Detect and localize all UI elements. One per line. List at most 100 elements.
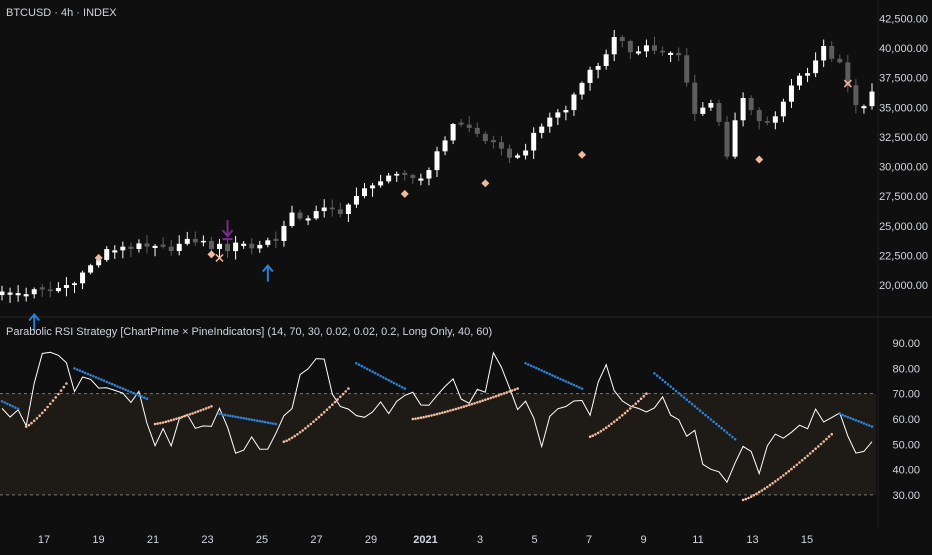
sar-dot: [607, 424, 611, 428]
sar-dot: [242, 416, 245, 420]
candle: [515, 155, 521, 158]
candle: [571, 94, 577, 111]
sar-dot: [204, 407, 208, 410]
candle: [63, 285, 69, 288]
sar-dot: [347, 387, 350, 390]
candle: [184, 238, 190, 244]
sar-dot: [682, 396, 686, 399]
candle: [756, 110, 762, 122]
exit-cross: [843, 79, 852, 88]
sar-dot: [75, 368, 79, 371]
candle: [152, 245, 158, 249]
time-axis-label: 11: [692, 534, 703, 546]
sar-dot: [57, 392, 60, 396]
sar-dot: [226, 414, 229, 417]
sar-dot: [489, 396, 493, 400]
sar-dot: [658, 376, 662, 380]
candle: [225, 243, 231, 252]
sar-dot: [623, 411, 627, 415]
sar-dot: [639, 397, 643, 401]
sar-dot: [355, 362, 358, 365]
sar-dot: [263, 420, 267, 424]
sar-dot: [344, 390, 348, 393]
candle: [643, 45, 649, 52]
sar-dot: [524, 362, 527, 365]
sar-dot: [177, 416, 181, 420]
sar-dot: [108, 381, 111, 385]
sar-dot: [191, 412, 194, 415]
sar-dot: [293, 434, 297, 438]
sar-dot: [387, 378, 391, 382]
sar-dot: [728, 433, 731, 437]
rsi-line: [1, 351, 873, 484]
sar-dot: [245, 417, 248, 421]
sar-dot: [392, 381, 396, 385]
sar-dot: [594, 433, 597, 436]
candle: [724, 121, 730, 157]
candle: [378, 181, 384, 186]
sar-dot: [768, 483, 772, 487]
sar-dot: [674, 389, 678, 393]
sar-dot: [255, 419, 259, 423]
sar-dot: [661, 378, 664, 382]
time-axis-label: 17: [38, 534, 50, 546]
exit-cross: [215, 253, 224, 262]
sar-dot: [188, 413, 192, 416]
sar-dot: [384, 377, 388, 381]
sar-dot: [113, 383, 117, 387]
candle: [869, 91, 875, 107]
sar-dot: [637, 399, 640, 403]
candle: [370, 185, 376, 189]
sar-dot: [363, 366, 366, 369]
candle: [764, 121, 770, 123]
candle: [362, 188, 367, 197]
candle: [563, 110, 569, 113]
candle: [402, 172, 408, 176]
time-axis-label: 29: [365, 534, 377, 546]
candle: [740, 97, 746, 121]
candle: [289, 212, 295, 226]
take-profit-diamond: [755, 155, 764, 164]
sar-dot: [572, 383, 576, 387]
sar-dot: [274, 422, 278, 426]
sar-dot: [717, 424, 721, 428]
candle: [273, 238, 279, 241]
candle: [482, 133, 488, 142]
candle: [660, 50, 666, 53]
sar-dot: [14, 406, 17, 409]
sar-dot: [416, 416, 420, 420]
sar-dot: [763, 487, 766, 491]
sar-dot: [425, 415, 428, 418]
candle: [821, 45, 827, 61]
time-axis-label: 19: [92, 534, 104, 546]
candle: [676, 52, 682, 56]
candle: [80, 272, 86, 284]
sar-dot: [860, 421, 863, 424]
sar-dot: [612, 420, 616, 424]
sar-dot: [629, 407, 632, 410]
sar-dot: [655, 374, 659, 377]
sar-dot: [537, 368, 541, 371]
sar-dot: [843, 414, 847, 418]
sar-dot: [220, 413, 224, 416]
sar-dot: [92, 374, 95, 378]
sar-dot: [792, 465, 796, 469]
sar-dot: [398, 384, 401, 388]
sar-dot: [414, 417, 417, 421]
sar-dot: [81, 370, 84, 374]
sar-dot: [545, 371, 549, 375]
candle: [837, 58, 843, 63]
sar-dot: [868, 424, 871, 427]
candle: [88, 265, 94, 273]
sar-dot: [336, 398, 339, 401]
rsi-axis-label: 30.00: [892, 490, 920, 502]
sar-dot: [325, 408, 329, 412]
sar-dot: [250, 418, 253, 422]
sar-dot: [129, 390, 133, 394]
sar-dot: [548, 372, 552, 376]
sar-dot: [24, 425, 28, 428]
sar-dot: [288, 438, 291, 441]
time-axis-label: 21: [147, 534, 159, 546]
